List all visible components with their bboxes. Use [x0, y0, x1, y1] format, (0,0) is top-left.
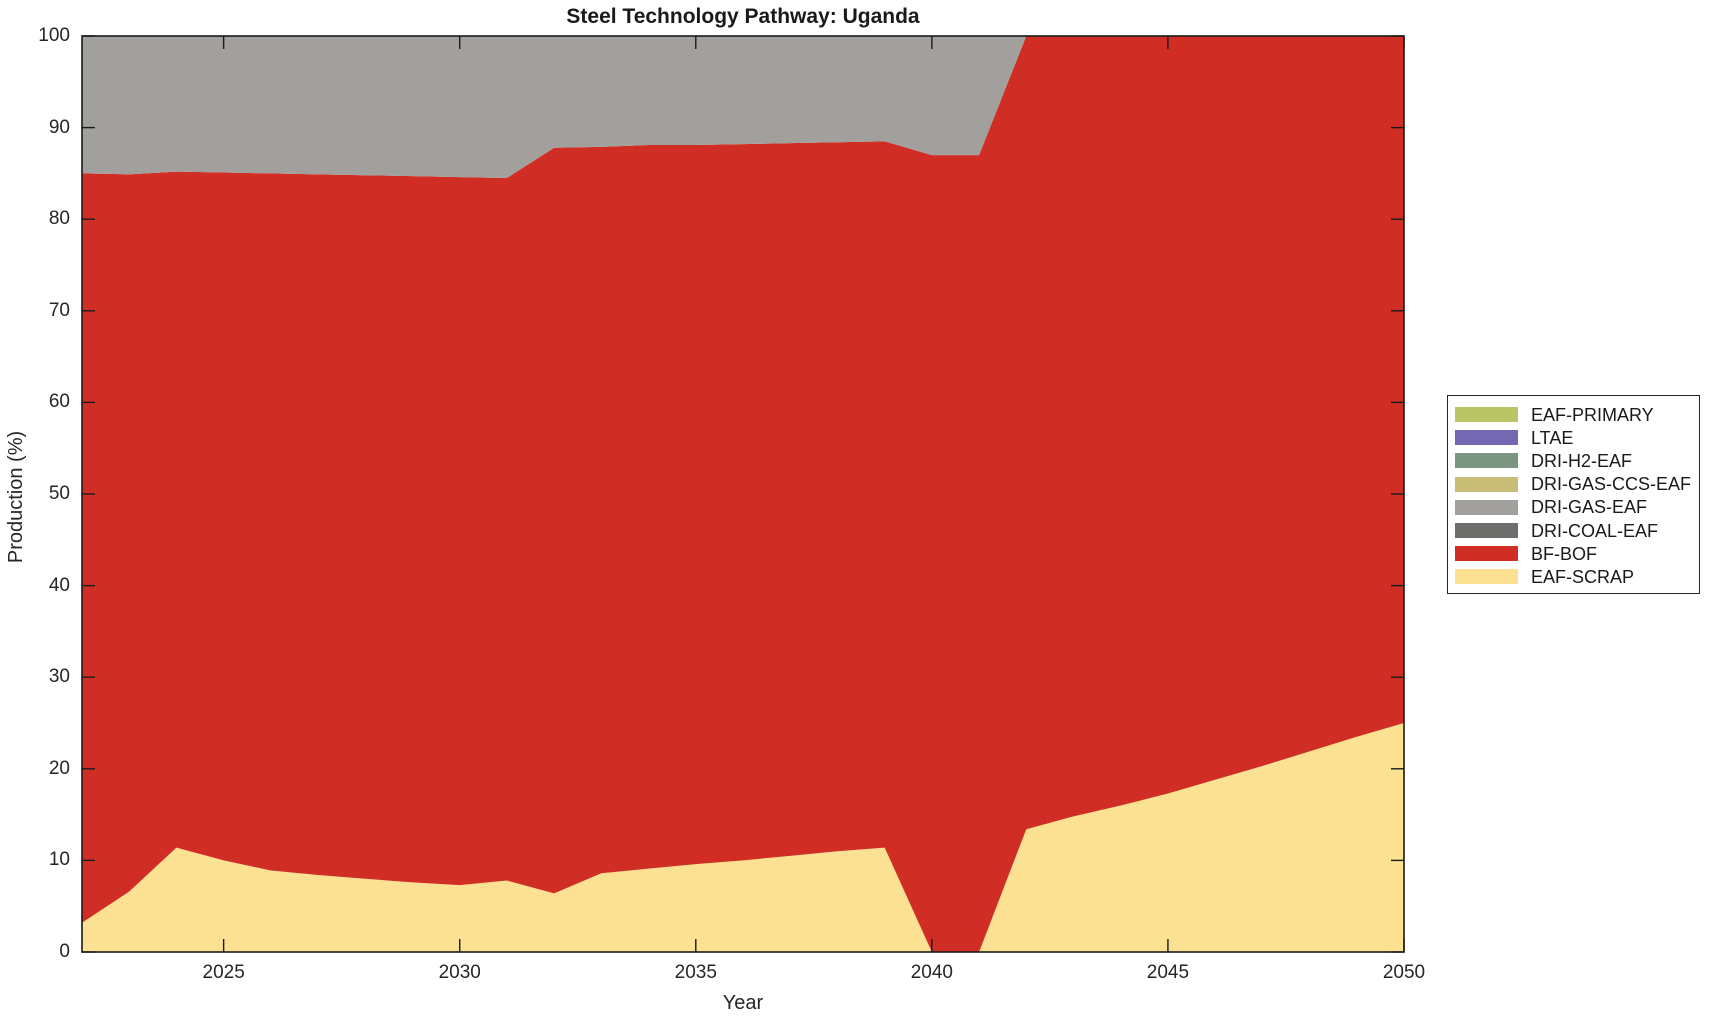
x-tick-label: 2050: [1382, 962, 1426, 983]
x-axis-label: Year: [722, 992, 764, 1014]
y-tick-label: 0: [59, 941, 70, 962]
legend-item-bf-bof: BF-BOF: [1448, 542, 1699, 565]
chart-title: Steel Technology Pathway: Uganda: [566, 5, 920, 28]
legend-swatch-icon: [1455, 569, 1518, 585]
x-tick-label: 2035: [674, 962, 717, 983]
area-series-eaf-scrap: [82, 723, 1404, 952]
legend-label: DRI-H2-EAF: [1531, 450, 1633, 471]
legend-swatch-icon: [1455, 430, 1518, 446]
legend-label: EAF-SCRAP: [1531, 566, 1635, 587]
legend-item-dri-coal-eaf: DRI-COAL-EAF: [1448, 519, 1699, 542]
y-axis-label: Production (%): [5, 430, 27, 564]
x-tick-label: 2040: [910, 962, 953, 983]
y-tick-label: 80: [48, 208, 70, 230]
legend-item-dri-h2-eaf: DRI-H2-EAF: [1448, 449, 1699, 472]
legend-item-eaf-primary: EAF-PRIMARY: [1448, 403, 1699, 426]
legend-swatch-icon: [1455, 499, 1518, 515]
legend-item-eaf-scrap: EAF-SCRAP: [1448, 565, 1699, 588]
legend-swatch-icon: [1455, 546, 1518, 562]
legend-label: DRI-COAL-EAF: [1531, 520, 1659, 541]
legend-swatch-icon: [1455, 523, 1518, 539]
x-tick-label: 2025: [202, 962, 245, 983]
y-tick-label: 40: [48, 574, 70, 596]
legend-label: DRI-GAS-CCS-EAF: [1531, 474, 1692, 495]
y-tick-label: 50: [48, 483, 70, 504]
legend-swatch-icon: [1455, 407, 1518, 423]
area-series-bf-bof: [82, 36, 1404, 952]
legend-swatch-icon: [1455, 453, 1518, 469]
legend-item-dri-gas-ccs-eaf: DRI-GAS-CCS-EAF: [1448, 473, 1699, 496]
legend-item-dri-gas-eaf: DRI-GAS-EAF: [1448, 496, 1699, 519]
legend-label: EAF-PRIMARY: [1531, 404, 1654, 425]
y-tick-label: 10: [48, 849, 70, 871]
x-tick-label: 2045: [1146, 962, 1190, 983]
legend: EAF-PRIMARY LTAE DRI-H2-EAF DRI-GAS-CCS-EAF…: [1447, 395, 1700, 594]
legend-label: BF-BOF: [1531, 543, 1597, 564]
y-tick-label: 90: [48, 116, 70, 138]
y-tick-label: 100: [38, 25, 70, 46]
y-tick-label: 30: [48, 666, 70, 688]
x-tick-label: 2030: [438, 962, 481, 983]
y-tick-label: 60: [48, 391, 70, 413]
legend-label: LTAE: [1531, 427, 1574, 448]
area-series-dri-gas-eaf: [82, 36, 1404, 178]
y-tick-label: 70: [48, 299, 70, 321]
y-tick-label: 20: [48, 757, 70, 779]
legend-item-ltae: LTAE: [1448, 426, 1699, 449]
legend-swatch-icon: [1455, 476, 1518, 492]
legend-label: DRI-GAS-EAF: [1531, 497, 1648, 518]
